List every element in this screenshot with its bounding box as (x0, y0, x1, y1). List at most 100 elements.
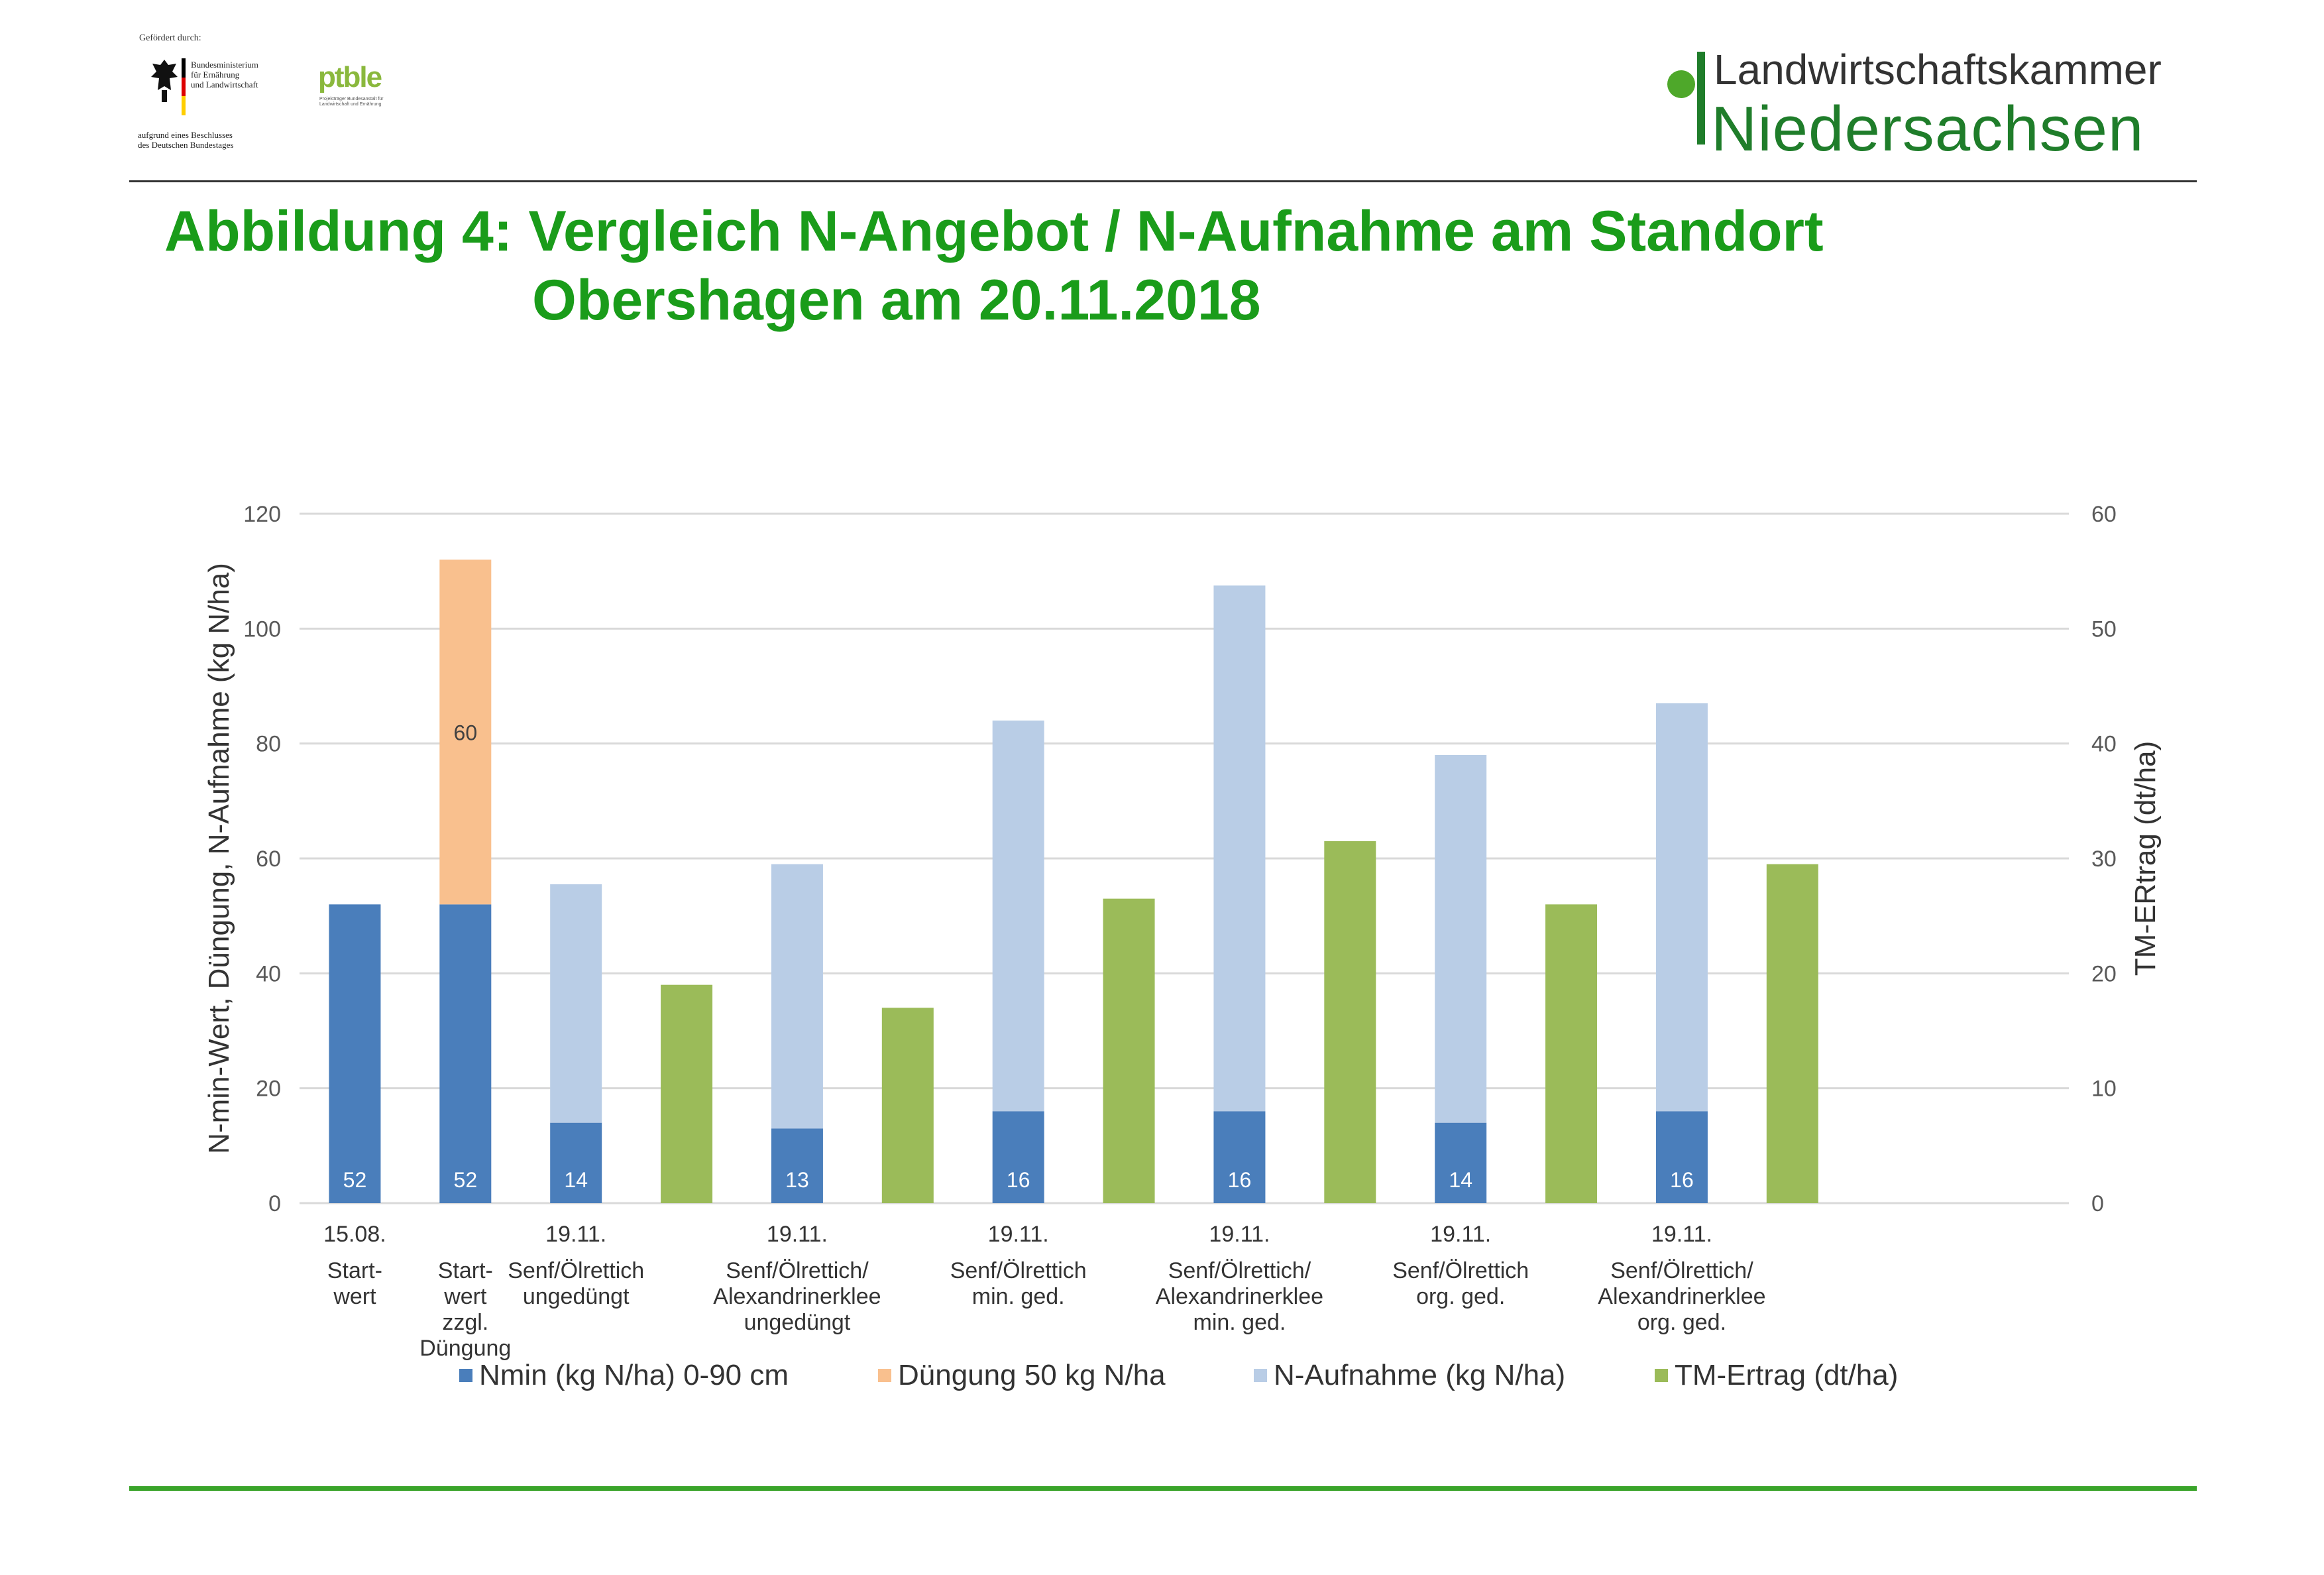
y-tick-label: 60 (256, 846, 281, 872)
x-category-label: wert (333, 1284, 376, 1309)
federal-eagle-icon (151, 60, 178, 102)
bundestag-decision-note: aufgrund eines Beschlusses des Deutschen… (138, 130, 234, 150)
x-category-label: min. ged. (972, 1284, 1065, 1309)
bar-tm-ertrag (1545, 904, 1598, 1203)
y-tick-label: 40 (256, 961, 281, 986)
y2-tick-label: 20 (2091, 961, 2117, 986)
x-date-label: 19.11. (1651, 1222, 1712, 1247)
y-tick-label: 20 (256, 1077, 281, 1102)
bar-nmin (1213, 1111, 1266, 1203)
x-category-label: Start- (327, 1258, 382, 1283)
bar-tm-ertrag (1324, 841, 1376, 1203)
y2-axis-title: TM-ERtrag (dt/ha) (2129, 741, 2162, 976)
ptble-logo: ptble (318, 61, 382, 93)
x-date-label: 19.11. (767, 1222, 828, 1247)
x-category-label: Alexandrinerklee (713, 1284, 881, 1309)
bar-tm-ertrag (1103, 898, 1155, 1203)
x-category-label: zzgl. (442, 1310, 488, 1335)
x-category-label: Düngung (419, 1336, 511, 1361)
legend-label-tm-ertrag: TM-Ertrag (dt/ha) (1675, 1359, 1899, 1391)
x-category-label: Senf/Ölrettich (950, 1258, 1087, 1283)
x-date-label: 19.11. (1430, 1222, 1491, 1247)
y-tick-label: 120 (243, 502, 281, 527)
legend-label-n-aufnahme: N-Aufnahme (kg N/ha) (1274, 1359, 1566, 1391)
data-label-nmin: 16 (1228, 1168, 1252, 1192)
bar-nmin (329, 904, 381, 1203)
legend-item-n-aufnahme: N-Aufnahme (kg N/ha) (1254, 1359, 1565, 1392)
x-category-label: Senf/Ölrettich/ (726, 1258, 869, 1283)
funding-label: Gefördert durch: (139, 33, 201, 43)
data-label-duengung: 60 (454, 721, 478, 744)
german-flag-bar (182, 58, 186, 116)
chamber-logo-name-bottom: Niedersachsen (1711, 93, 2144, 164)
bar-tm-ertrag (661, 984, 713, 1203)
bar-n-aufnahme (1655, 703, 1708, 1112)
footer-divider (129, 1486, 2197, 1491)
chart-legend: Nmin (kg N/ha) 0-90 cm Düngung 50 kg N/h… (0, 1352, 2324, 1405)
y2-tick-label: 10 (2091, 1077, 2117, 1102)
bar-nmin (1655, 1111, 1708, 1203)
x-category-label: Alexandrinerklee (1156, 1284, 1323, 1309)
x-category-label: ungedüngt (523, 1284, 630, 1309)
data-label-nmin: 16 (1007, 1168, 1030, 1192)
legend-swatch-duengung (878, 1369, 891, 1382)
x-category-label: org. ged. (1416, 1284, 1505, 1309)
legend-item-tm-ertrag: TM-Ertrag (dt/ha) (1655, 1359, 1898, 1392)
y-axis-title: N-min-Wert, Düngung, N-Aufnahme (kg N/ha… (203, 563, 235, 1154)
x-category-label: Start- (438, 1258, 493, 1283)
data-label-nmin: 14 (564, 1168, 588, 1192)
x-category-label: Senf/Ölrettich/ (1610, 1258, 1753, 1283)
bar-duengung (439, 559, 492, 905)
x-category-label: Alexandrinerklee (1598, 1284, 1765, 1309)
bar-tm-ertrag (1766, 864, 1818, 1203)
data-label-nmin: 13 (785, 1168, 809, 1192)
bar-n-aufnahme (1213, 585, 1266, 1112)
bar-nmin (771, 1128, 823, 1203)
bar-tm-ertrag (881, 1008, 934, 1203)
data-label-nmin: 52 (454, 1168, 478, 1192)
data-label-nmin: 52 (343, 1168, 367, 1192)
legend-swatch-tm-ertrag (1655, 1369, 1668, 1382)
bar-n-aufnahme (550, 884, 602, 1123)
x-category-label: wert (443, 1284, 487, 1309)
y2-tick-label: 30 (2091, 846, 2117, 872)
bar-nmin (1435, 1122, 1487, 1203)
figure-title-line1: Abbildung 4: Vergleich N-Angebot / N-Auf… (164, 200, 1824, 263)
x-category-label: org. ged. (1637, 1310, 1726, 1335)
y-tick-label: 80 (256, 732, 281, 757)
legend-label-nmin: Nmin (kg N/ha) 0-90 cm (479, 1359, 789, 1391)
x-date-label: 19.11. (988, 1222, 1049, 1247)
bar-nmin (992, 1111, 1044, 1203)
legend-item-nmin: Nmin (kg N/ha) 0-90 cm (459, 1359, 789, 1392)
y2-tick-label: 50 (2091, 616, 2117, 642)
x-category-label: ungedüngt (744, 1310, 851, 1335)
chamber-logo-name-top: Landwirtschaftskammer (1714, 46, 2162, 93)
figure-title-line2: Obershagen am 20.11.2018 (532, 268, 1261, 332)
x-category-label: Senf/Ölrettich (508, 1258, 644, 1283)
chamber-logo-dot-icon (1667, 70, 1695, 98)
bar-nmin (550, 1122, 602, 1203)
x-date-label: 19.11. (1209, 1222, 1270, 1247)
y2-tick-label: 40 (2091, 732, 2117, 757)
ptble-logo-subtitle: Projektträger Bundesanstalt für Landwirt… (319, 97, 384, 107)
bar-n-aufnahme (771, 864, 823, 1129)
y-tick-label: 100 (243, 616, 281, 642)
x-category-label: min. ged. (1193, 1310, 1286, 1335)
bar-nmin (439, 904, 492, 1203)
header-divider (129, 180, 2197, 182)
x-date-label: 15.08. (323, 1222, 386, 1247)
chamber-logo-bar-icon (1697, 52, 1705, 145)
y2-tick-label: 60 (2091, 502, 2117, 527)
data-label-nmin: 14 (1449, 1168, 1472, 1192)
legend-item-duengung: Düngung 50 kg N/ha (878, 1359, 1166, 1392)
y2-tick-label: 0 (2091, 1191, 2104, 1216)
bar-n-aufnahme (992, 721, 1044, 1112)
legend-swatch-nmin (459, 1369, 472, 1382)
x-category-label: Senf/Ölrettich/ (1168, 1258, 1311, 1283)
legend-label-duengung: Düngung 50 kg N/ha (898, 1359, 1166, 1391)
ministry-name: Bundesministerium für Ernährung und Land… (191, 60, 258, 89)
x-date-label: 19.11. (545, 1222, 606, 1247)
data-label-nmin: 16 (1670, 1168, 1694, 1192)
y-tick-label: 0 (268, 1191, 281, 1216)
